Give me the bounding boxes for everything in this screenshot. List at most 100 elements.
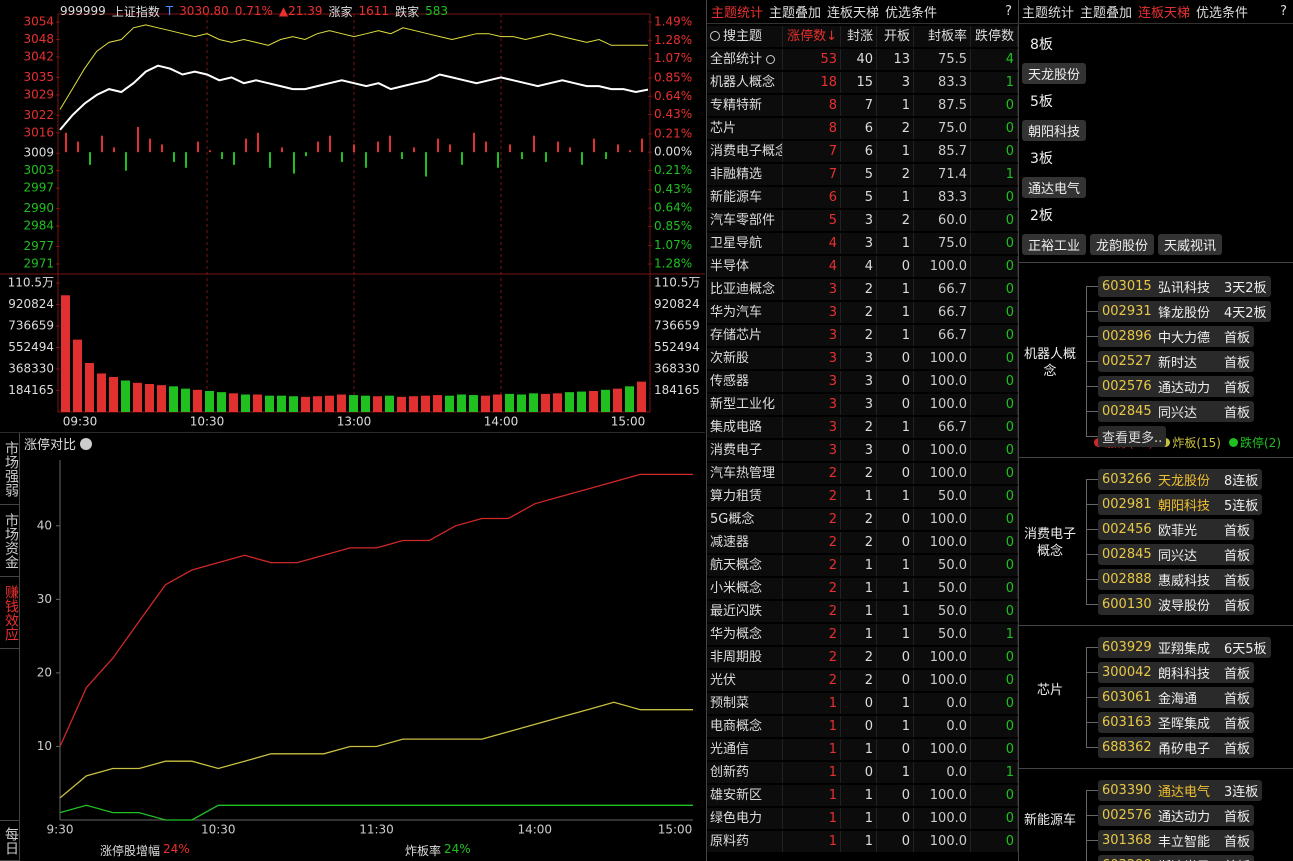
theme-name: 航天概念 — [707, 554, 783, 576]
table-row[interactable]: 光通信 1 1 0 100.0 0 — [707, 738, 1018, 760]
table-row[interactable]: 比亚迪概念 3 2 1 66.7 0 — [707, 278, 1018, 300]
table-row[interactable]: 小米概念 2 1 1 50.0 0 — [707, 577, 1018, 599]
table-row[interactable]: 算力租赁 2 1 1 50.0 0 — [707, 485, 1018, 507]
more-button[interactable]: 查看更多.. — [1098, 426, 1167, 447]
cell: 87.5 — [914, 94, 971, 116]
table-row[interactable]: 全部统计 53 40 13 75.5 4 — [707, 48, 1018, 70]
cell: 0 — [971, 255, 1018, 277]
table-row[interactable]: 传感器 3 3 0 100.0 0 — [707, 370, 1018, 392]
stock-row[interactable]: 002527 新时达 首板 — [1098, 351, 1255, 372]
table-row[interactable]: 光伏 2 2 0 100.0 0 — [707, 669, 1018, 691]
stock-row[interactable]: 603061 金海通 首板 — [1098, 687, 1255, 708]
cell: 3 — [783, 278, 841, 300]
stock-button[interactable]: 通达电气 — [1022, 177, 1087, 198]
stock-row[interactable]: 600130 波导股份 首板 — [1098, 594, 1255, 615]
tab[interactable]: 主题叠加 — [769, 6, 822, 21]
table-row[interactable]: 非融精选 7 5 2 71.4 1 — [707, 163, 1018, 185]
stock-row[interactable]: 002456 欧菲光 首板 — [1098, 519, 1255, 540]
table-row[interactable]: 航天概念 2 1 1 50.0 0 — [707, 554, 1018, 576]
column-header[interactable]: 跌停数 — [971, 25, 1018, 47]
table-row[interactable]: 集成电路 3 2 1 66.7 0 — [707, 416, 1018, 438]
stock-row[interactable]: 002981 朝阳科技 5连板 — [1098, 494, 1263, 515]
table-row[interactable]: 创新药 1 0 1 0.0 1 — [707, 761, 1018, 783]
column-header[interactable]: 封涨 — [841, 25, 877, 47]
stock-row[interactable]: 603266 天龙股份 8连板 — [1098, 469, 1263, 490]
stock-row[interactable]: 002576 通达动力 首板 — [1098, 805, 1255, 826]
column-header[interactable]: 涨停数↓ — [783, 25, 841, 47]
stock-row[interactable]: 603015 弘讯科技 3天2板 — [1098, 276, 1271, 297]
table-row[interactable]: 机器人概念 18 15 3 83.3 1 — [707, 71, 1018, 93]
tab[interactable]: 优选条件 — [1196, 6, 1249, 21]
theme-name: 集成电路 — [707, 416, 783, 438]
table-row[interactable]: 预制菜 1 0 1 0.0 0 — [707, 692, 1018, 714]
cell: 1 — [783, 784, 841, 806]
stock-button[interactable]: 天威视讯 — [1158, 234, 1223, 255]
stock-button[interactable]: 龙韵股份 — [1090, 234, 1155, 255]
volume-bar — [217, 392, 226, 412]
table-row[interactable]: 新型工业化 3 3 0 100.0 0 — [707, 393, 1018, 415]
cell: 0 — [971, 140, 1018, 162]
cell: 83.3 — [914, 71, 971, 93]
stock-row[interactable]: 603929 亚翔集成 6天5板 — [1098, 637, 1271, 658]
tab[interactable]: 连板天梯 — [827, 6, 880, 21]
y2-tick-label: 0.21% — [654, 163, 692, 177]
stock-row[interactable]: 603290斯达半导首板 — [1098, 855, 1255, 861]
stock-row[interactable]: 688362 甬矽电子 首板 — [1098, 737, 1255, 758]
cell: 100.0 — [914, 370, 971, 392]
table-row[interactable]: 汽车零部件 5 3 2 60.0 0 — [707, 209, 1018, 231]
table-row[interactable]: 芯片 8 6 2 75.0 0 — [707, 117, 1018, 139]
y-tick-label: 20 — [37, 665, 52, 679]
theme-name: 传感器 — [707, 370, 783, 392]
side-tab[interactable]: 市场强弱 — [0, 433, 20, 505]
stock-button[interactable]: 朝阳科技 — [1022, 120, 1087, 141]
stock-row[interactable]: 002845 同兴达 首板 — [1098, 544, 1255, 565]
stock-row[interactable]: 002896 中大力德 首板 — [1098, 326, 1255, 347]
table-row[interactable]: 电商概念 1 0 1 0.0 0 — [707, 715, 1018, 737]
stock-row[interactable]: 603163 圣晖集成 首板 — [1098, 712, 1255, 733]
table-row[interactable]: 最近闪跌 2 1 1 50.0 0 — [707, 600, 1018, 622]
column-header[interactable]: 开板 — [877, 25, 914, 47]
stock-row[interactable]: 002576 通达动力 首板 — [1098, 376, 1255, 397]
tab[interactable]: 主题叠加 — [1080, 6, 1133, 21]
tab[interactable]: 连板天梯 — [1138, 6, 1191, 21]
table-row[interactable]: 减速器 2 2 0 100.0 0 — [707, 531, 1018, 553]
table-row[interactable]: 专精特新 8 7 1 87.5 0 — [707, 94, 1018, 116]
help[interactable]: ? — [1280, 4, 1287, 19]
table-row[interactable]: 卫星导航 4 3 1 75.0 0 — [707, 232, 1018, 254]
table-row[interactable]: 原料药 1 1 0 100.0 0 — [707, 830, 1018, 852]
stock-row[interactable]: 301368 丰立智能 首板 — [1098, 830, 1255, 851]
cell: 0 — [971, 370, 1018, 392]
tab[interactable]: 主题统计 — [1022, 6, 1075, 21]
table-row[interactable]: 存储芯片 3 2 1 66.7 0 — [707, 324, 1018, 346]
info-icon[interactable] — [80, 437, 93, 450]
stock-row[interactable]: 002888 惠威科技 首板 — [1098, 569, 1255, 590]
stock-button[interactable]: 正裕工业 — [1022, 234, 1087, 255]
search-cell[interactable]: 搜主题 — [707, 25, 783, 47]
stock-button[interactable]: 天龙股份 — [1022, 63, 1087, 84]
table-row[interactable]: 汽车热管理 2 2 0 100.0 0 — [707, 462, 1018, 484]
column-header[interactable]: 封板率 — [914, 25, 971, 47]
stock-row[interactable]: 002845 同兴达 首板 — [1098, 401, 1255, 422]
table-row[interactable]: 绿色电力 1 1 0 100.0 0 — [707, 807, 1018, 829]
cell: 0 — [971, 692, 1018, 714]
table-row[interactable]: 半导体 4 4 0 100.0 0 — [707, 255, 1018, 277]
stock-row[interactable]: 002931 锋龙股份 4天2板 — [1098, 301, 1271, 322]
stock-row[interactable]: 603390 通达电气 3连板 — [1098, 780, 1263, 801]
side-tab[interactable]: 每日 — [0, 821, 20, 861]
table-row[interactable]: 消费电子概念 7 6 1 85.7 0 — [707, 140, 1018, 162]
help[interactable]: ? — [1005, 4, 1012, 19]
table-row[interactable]: 华为汽车 3 2 1 66.7 0 — [707, 301, 1018, 323]
tab[interactable]: 优选条件 — [885, 6, 938, 21]
table-row[interactable]: 雄安新区 1 1 0 100.0 0 — [707, 784, 1018, 806]
table-row[interactable]: 次新股 3 3 0 100.0 0 — [707, 347, 1018, 369]
table-row[interactable]: 5G概念 2 2 0 100.0 0 — [707, 508, 1018, 530]
table-row[interactable]: 新能源车 6 5 1 83.3 0 — [707, 186, 1018, 208]
tab[interactable]: 主题统计 — [711, 6, 764, 21]
side-tab[interactable]: 赚钱效应 — [0, 577, 20, 649]
stock-row[interactable]: 300042 朗科科技 首板 — [1098, 662, 1255, 683]
cell: 0 — [877, 439, 914, 461]
side-tab[interactable]: 市场资金 — [0, 505, 20, 577]
table-row[interactable]: 非周期股 2 2 0 100.0 0 — [707, 646, 1018, 668]
table-row[interactable]: 消费电子 3 3 0 100.0 0 — [707, 439, 1018, 461]
table-row[interactable]: 华为概念 2 1 1 50.0 1 — [707, 623, 1018, 645]
